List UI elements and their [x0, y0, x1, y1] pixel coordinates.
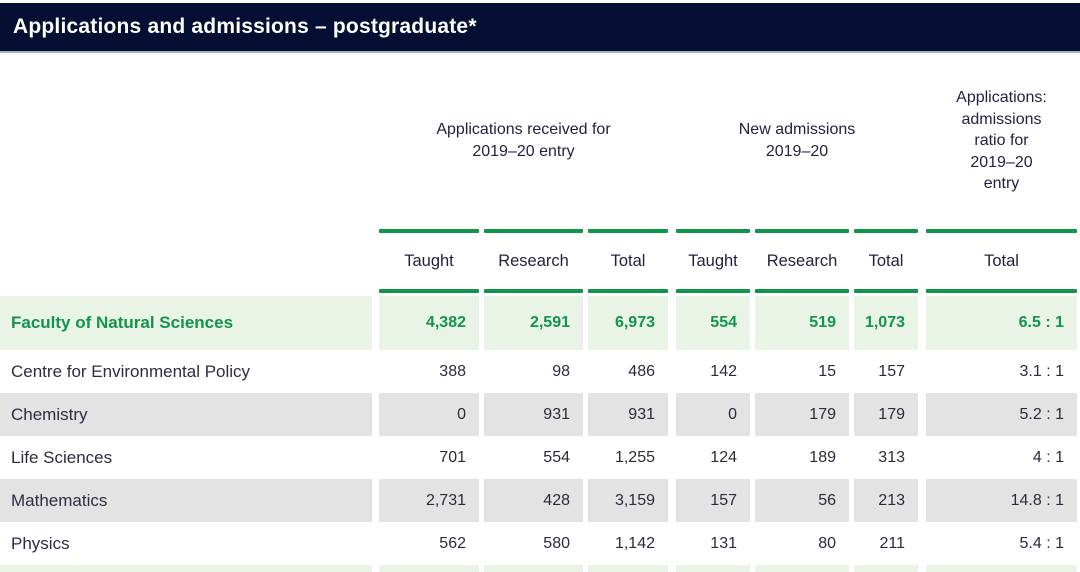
green-rule-segment [484, 289, 583, 293]
green-rule-bottom [0, 289, 1080, 293]
cell-adm-research: 15 [818, 362, 836, 380]
cell-apps-total: 1,142 [614, 534, 655, 552]
cell-adm-research: 179 [755, 393, 849, 436]
green-rule-segment [926, 229, 1077, 233]
cell-apps-research: 428 [484, 479, 583, 522]
cell-adm-taught: 0 [676, 393, 750, 436]
cell-apps-research: 580 [543, 534, 570, 552]
green-rule-segment [676, 229, 750, 233]
table-row: Physics 562 580 1,142 131 80 211 5.4 : 1 [0, 522, 1080, 565]
green-rule-segment [379, 289, 479, 293]
cell-apps-total: 1,255 [614, 448, 655, 466]
green-rule-segment [588, 289, 668, 293]
green-rule-segment [379, 229, 479, 233]
cell-adm-research: 189 [809, 448, 836, 466]
cell-adm-research: 519 [755, 296, 849, 350]
cell-apps-taught: 562 [439, 534, 466, 552]
cell-adm-research: 80 [818, 534, 836, 552]
cell-adm-total: 1,073 [854, 296, 918, 350]
column-header-ratio-total: Total [984, 251, 1019, 270]
cell-apps-total: 931 [588, 393, 668, 436]
cell-adm-total: 313 [878, 448, 905, 466]
cell-apps-taught: 701 [439, 448, 466, 466]
cell-adm-taught: 554 [676, 296, 750, 350]
column-header-adm-taught: Taught [688, 251, 738, 270]
column-header-row: Taught Research Total Taught Research To… [0, 233, 1080, 289]
cell-apps-total: 3,159 [588, 479, 668, 522]
cell-ratio: 4 : 1 [1032, 448, 1064, 466]
column-header-adm-research: Research [766, 251, 838, 270]
group-header-new-admissions: New admissions 2019–20 [738, 121, 856, 160]
cell-ratio: 14.8 : 1 [926, 479, 1077, 522]
green-rule-top [0, 229, 1080, 233]
row-label: Faculty of Natural Sciences [0, 296, 372, 350]
column-header-adm-total: Total [868, 251, 904, 270]
column-header-apps-research: Research [498, 251, 569, 270]
section-title-bar: Applications and admissions – postgradua… [0, 3, 1080, 53]
cell-adm-total: 179 [854, 393, 918, 436]
green-rule-segment [755, 229, 849, 233]
table-row: Life Sciences 701 554 1,255 124 189 313 … [0, 436, 1080, 479]
table-row-faculty-total: Faculty of Natural Sciences 4,382 2,591 … [0, 296, 1080, 350]
row-label: Chemistry [0, 393, 372, 436]
cell-adm-taught: 124 [710, 448, 737, 466]
green-rule-segment [854, 229, 918, 233]
row-label: Mathematics [0, 479, 372, 522]
column-group-header-row: Applications received for 2019–20 entry … [0, 53, 1080, 229]
row-label: Centre for Environmental Policy [11, 361, 251, 381]
column-header-apps-total: Total [610, 251, 646, 270]
cell-ratio: 6.5 : 1 [926, 296, 1077, 350]
table-row: Chemistry 0 931 931 0 179 179 5.2 : 1 [0, 393, 1080, 436]
cell-apps-research: 554 [543, 448, 570, 466]
cell-apps-research: 931 [484, 393, 583, 436]
green-rule-segment [484, 229, 583, 233]
next-row-cutoff-strip [0, 565, 1080, 572]
row-label: Life Sciences [11, 447, 113, 467]
cell-adm-total: 211 [879, 534, 905, 552]
group-header-ratio: Applications: admissions ratio for 2019–… [956, 89, 1047, 193]
cell-adm-taught: 131 [710, 534, 737, 552]
section-title: Applications and admissions – postgradua… [13, 15, 477, 38]
cell-ratio: 3.1 : 1 [1019, 362, 1064, 380]
table-row: Mathematics 2,731 428 3,159 157 56 213 1… [0, 479, 1080, 522]
green-rule-segment [755, 289, 849, 293]
cell-adm-total: 213 [854, 479, 918, 522]
cell-adm-research: 56 [755, 479, 849, 522]
green-rule-segment [676, 289, 750, 293]
column-header-apps-taught: Taught [404, 251, 454, 270]
cell-adm-taught: 157 [676, 479, 750, 522]
cell-adm-total: 157 [878, 362, 905, 380]
green-rule-segment [854, 289, 918, 293]
green-rule-segment [588, 229, 668, 233]
green-rule-segment [926, 289, 1077, 293]
cell-apps-taught: 388 [439, 362, 466, 380]
cell-ratio: 5.2 : 1 [926, 393, 1077, 436]
cell-apps-research: 2,591 [484, 296, 583, 350]
cell-apps-total: 6,973 [588, 296, 668, 350]
cell-apps-taught: 4,382 [379, 296, 479, 350]
row-label: Physics [11, 533, 70, 553]
table-row: Centre for Environmental Policy 388 98 4… [0, 350, 1080, 393]
cell-adm-taught: 142 [710, 362, 737, 380]
cell-apps-taught: 0 [379, 393, 479, 436]
cell-apps-research: 98 [552, 362, 570, 380]
cell-apps-total: 486 [628, 362, 655, 380]
group-header-applications-received: Applications received for 2019–20 entry [436, 121, 611, 160]
cell-ratio: 5.4 : 1 [1019, 534, 1064, 552]
cell-apps-taught: 2,731 [379, 479, 479, 522]
